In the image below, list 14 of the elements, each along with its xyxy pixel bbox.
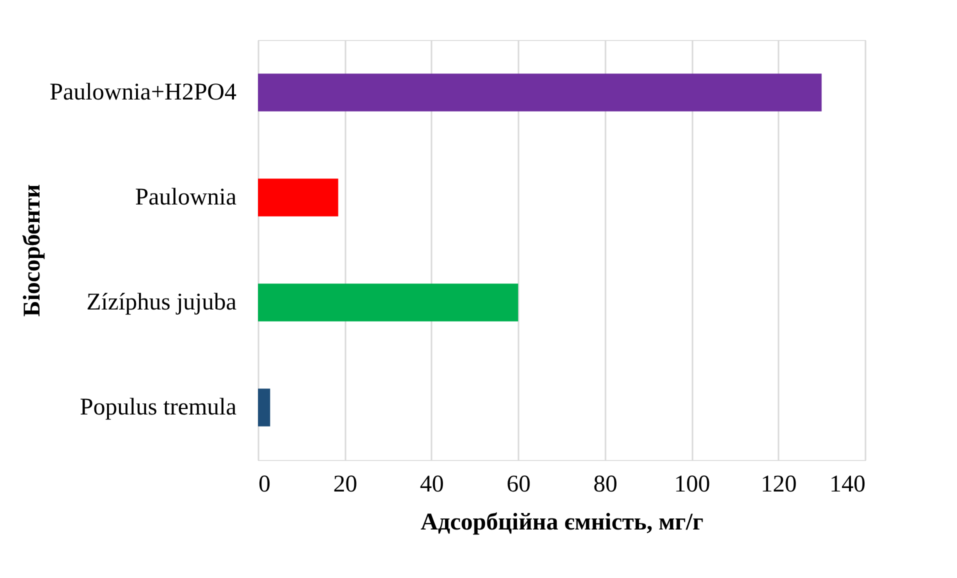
x-tick-label: 120 (760, 472, 797, 498)
x-tick-label: 60 (506, 472, 531, 498)
x-tick-label: 140 (830, 472, 866, 498)
x-tick-label: 80 (593, 472, 618, 498)
y-axis-title: Біосорбенти (20, 184, 46, 317)
x-tick-label: 20 (333, 472, 358, 498)
x-tick-label: 0 (258, 472, 270, 498)
y-tick-label: Paulownia+H2PO4 (50, 80, 236, 106)
y-tick-label: Zízíphus jujuba (86, 290, 237, 316)
x-tick-label: 100 (674, 472, 710, 498)
y-tick-label: Paulownia (135, 184, 237, 210)
y-tick-label: Populus tremula (80, 394, 237, 420)
x-axis-title: Адсорбційна ємність, мг/г (420, 510, 704, 536)
x-tick-label: 40 (420, 472, 444, 498)
